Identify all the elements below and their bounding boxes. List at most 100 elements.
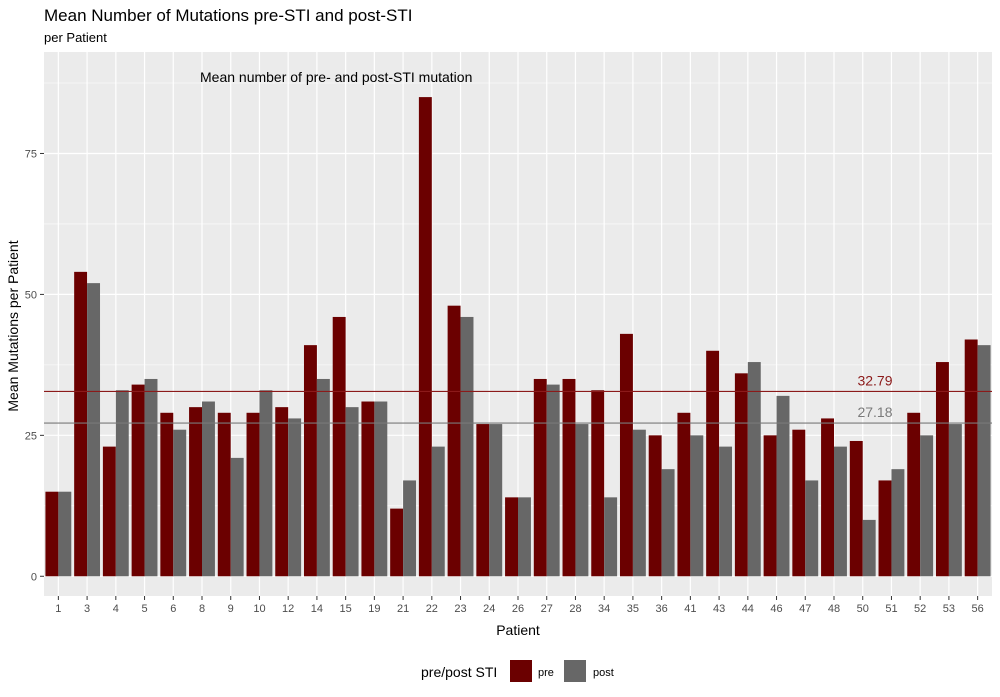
y-tick-label: 25 xyxy=(25,430,37,442)
y-tick-label: 75 xyxy=(25,148,37,160)
reference-line-label-0: 32.79 xyxy=(857,372,892,388)
bar-post-47 xyxy=(805,480,819,577)
bar-pre-36 xyxy=(648,435,662,577)
x-tick-label: 3 xyxy=(84,603,90,615)
bar-post-24 xyxy=(489,424,503,577)
x-tick-label: 22 xyxy=(426,603,438,615)
x-tick-label: 10 xyxy=(253,603,265,615)
bar-pre-53 xyxy=(935,362,949,577)
legend: pre/post STI pre post xyxy=(421,660,614,682)
x-axis: 1 3 4 5 6 8 9 10 12 14 15 19 21 22 23 24 26 27 28 34 35 36 41 4… xyxy=(55,596,984,615)
bar-pre-14 xyxy=(303,345,317,577)
x-tick-label: 14 xyxy=(311,603,323,615)
bar-post-46 xyxy=(776,395,790,577)
y-axis: 0 25 50 75 xyxy=(25,148,44,583)
x-tick-label: 52 xyxy=(914,603,926,615)
bar-post-52 xyxy=(920,435,934,577)
x-tick-label: 6 xyxy=(170,603,176,615)
bar-pre-43 xyxy=(706,350,720,577)
bar-pre-19 xyxy=(361,401,375,577)
bar-pre-21 xyxy=(390,508,404,577)
bar-pre-24 xyxy=(476,424,490,577)
bar-post-8 xyxy=(202,401,215,577)
bar-post-28 xyxy=(575,424,589,577)
bar-post-56 xyxy=(977,345,991,577)
x-tick-label: 19 xyxy=(368,603,380,615)
bar-post-23 xyxy=(460,316,474,577)
x-tick-label: 44 xyxy=(742,603,754,615)
x-tick-label: 46 xyxy=(770,603,782,615)
x-tick-label: 15 xyxy=(340,603,352,615)
bars xyxy=(45,97,991,577)
x-axis-title: Patient xyxy=(496,622,540,638)
x-tick-label: 24 xyxy=(483,603,495,615)
x-tick-label: 8 xyxy=(199,603,205,615)
bar-post-43 xyxy=(719,446,733,577)
bar-pre-26 xyxy=(505,497,518,577)
bar-pre-5 xyxy=(131,384,145,577)
x-tick-label: 35 xyxy=(627,603,639,615)
bar-pre-23 xyxy=(447,305,461,577)
bar-pre-22 xyxy=(418,97,432,577)
bar-post-10 xyxy=(259,390,273,577)
bar-pre-44 xyxy=(734,373,748,577)
bar-post-35 xyxy=(632,429,646,577)
bar-pre-8 xyxy=(189,407,202,577)
bar-post-41 xyxy=(690,435,704,577)
bar-post-53 xyxy=(948,424,962,577)
y-tick-label: 50 xyxy=(25,289,37,301)
bar-pre-9 xyxy=(217,412,231,577)
reference-lines: 32.79 27.18 xyxy=(44,372,992,424)
bar-post-9 xyxy=(230,457,244,577)
legend-swatch-pre xyxy=(510,660,532,682)
bar-post-51 xyxy=(891,469,905,577)
bar-post-1 xyxy=(58,491,72,577)
x-tick-label: 34 xyxy=(598,603,610,615)
x-tick-label: 48 xyxy=(828,603,840,615)
x-tick-label: 36 xyxy=(656,603,668,615)
x-tick-label: 26 xyxy=(512,603,524,615)
x-tick-label: 43 xyxy=(713,603,725,615)
x-tick-label: 9 xyxy=(228,603,234,615)
bar-post-5 xyxy=(144,378,158,577)
y-tick-label: 0 xyxy=(31,571,37,583)
bar-pre-56 xyxy=(964,339,978,577)
bar-pre-15 xyxy=(332,316,346,577)
bar-post-3 xyxy=(87,283,101,577)
bar-pre-3 xyxy=(74,271,88,577)
x-tick-label: 21 xyxy=(397,603,409,615)
x-tick-label: 23 xyxy=(454,603,466,615)
bar-pre-50 xyxy=(849,440,863,577)
bar-post-22 xyxy=(431,446,445,577)
bar-pre-6 xyxy=(160,412,174,577)
bar-pre-12 xyxy=(275,407,289,577)
bar-pre-10 xyxy=(246,412,260,577)
x-tick-label: 41 xyxy=(684,603,696,615)
bar-pre-46 xyxy=(763,435,777,577)
bar-pre-34 xyxy=(591,390,605,577)
bar-pre-48 xyxy=(821,418,834,577)
bar-pre-27 xyxy=(533,378,547,577)
bar-pre-35 xyxy=(619,333,633,577)
bar-post-27 xyxy=(546,384,560,577)
x-tick-label: 47 xyxy=(799,603,811,615)
bar-pre-4 xyxy=(102,446,116,577)
reference-line-label-1: 27.18 xyxy=(857,404,892,420)
legend-label-pre: pre xyxy=(538,667,554,679)
x-tick-label: 50 xyxy=(857,603,869,615)
bar-pre-1 xyxy=(45,491,59,577)
bar-post-4 xyxy=(115,390,129,577)
bar-pre-52 xyxy=(907,412,921,577)
bar-post-44 xyxy=(747,362,761,577)
bar-post-26 xyxy=(518,497,531,577)
bar-pre-51 xyxy=(878,480,892,577)
bar-pre-47 xyxy=(792,429,806,577)
bar-post-50 xyxy=(862,519,876,577)
chart-subtitle: per Patient xyxy=(44,30,107,45)
bar-post-14 xyxy=(316,378,330,577)
x-tick-label: 56 xyxy=(972,603,984,615)
x-tick-label: 4 xyxy=(113,603,119,615)
bar-post-6 xyxy=(173,429,187,577)
bar-pre-28 xyxy=(562,378,576,577)
